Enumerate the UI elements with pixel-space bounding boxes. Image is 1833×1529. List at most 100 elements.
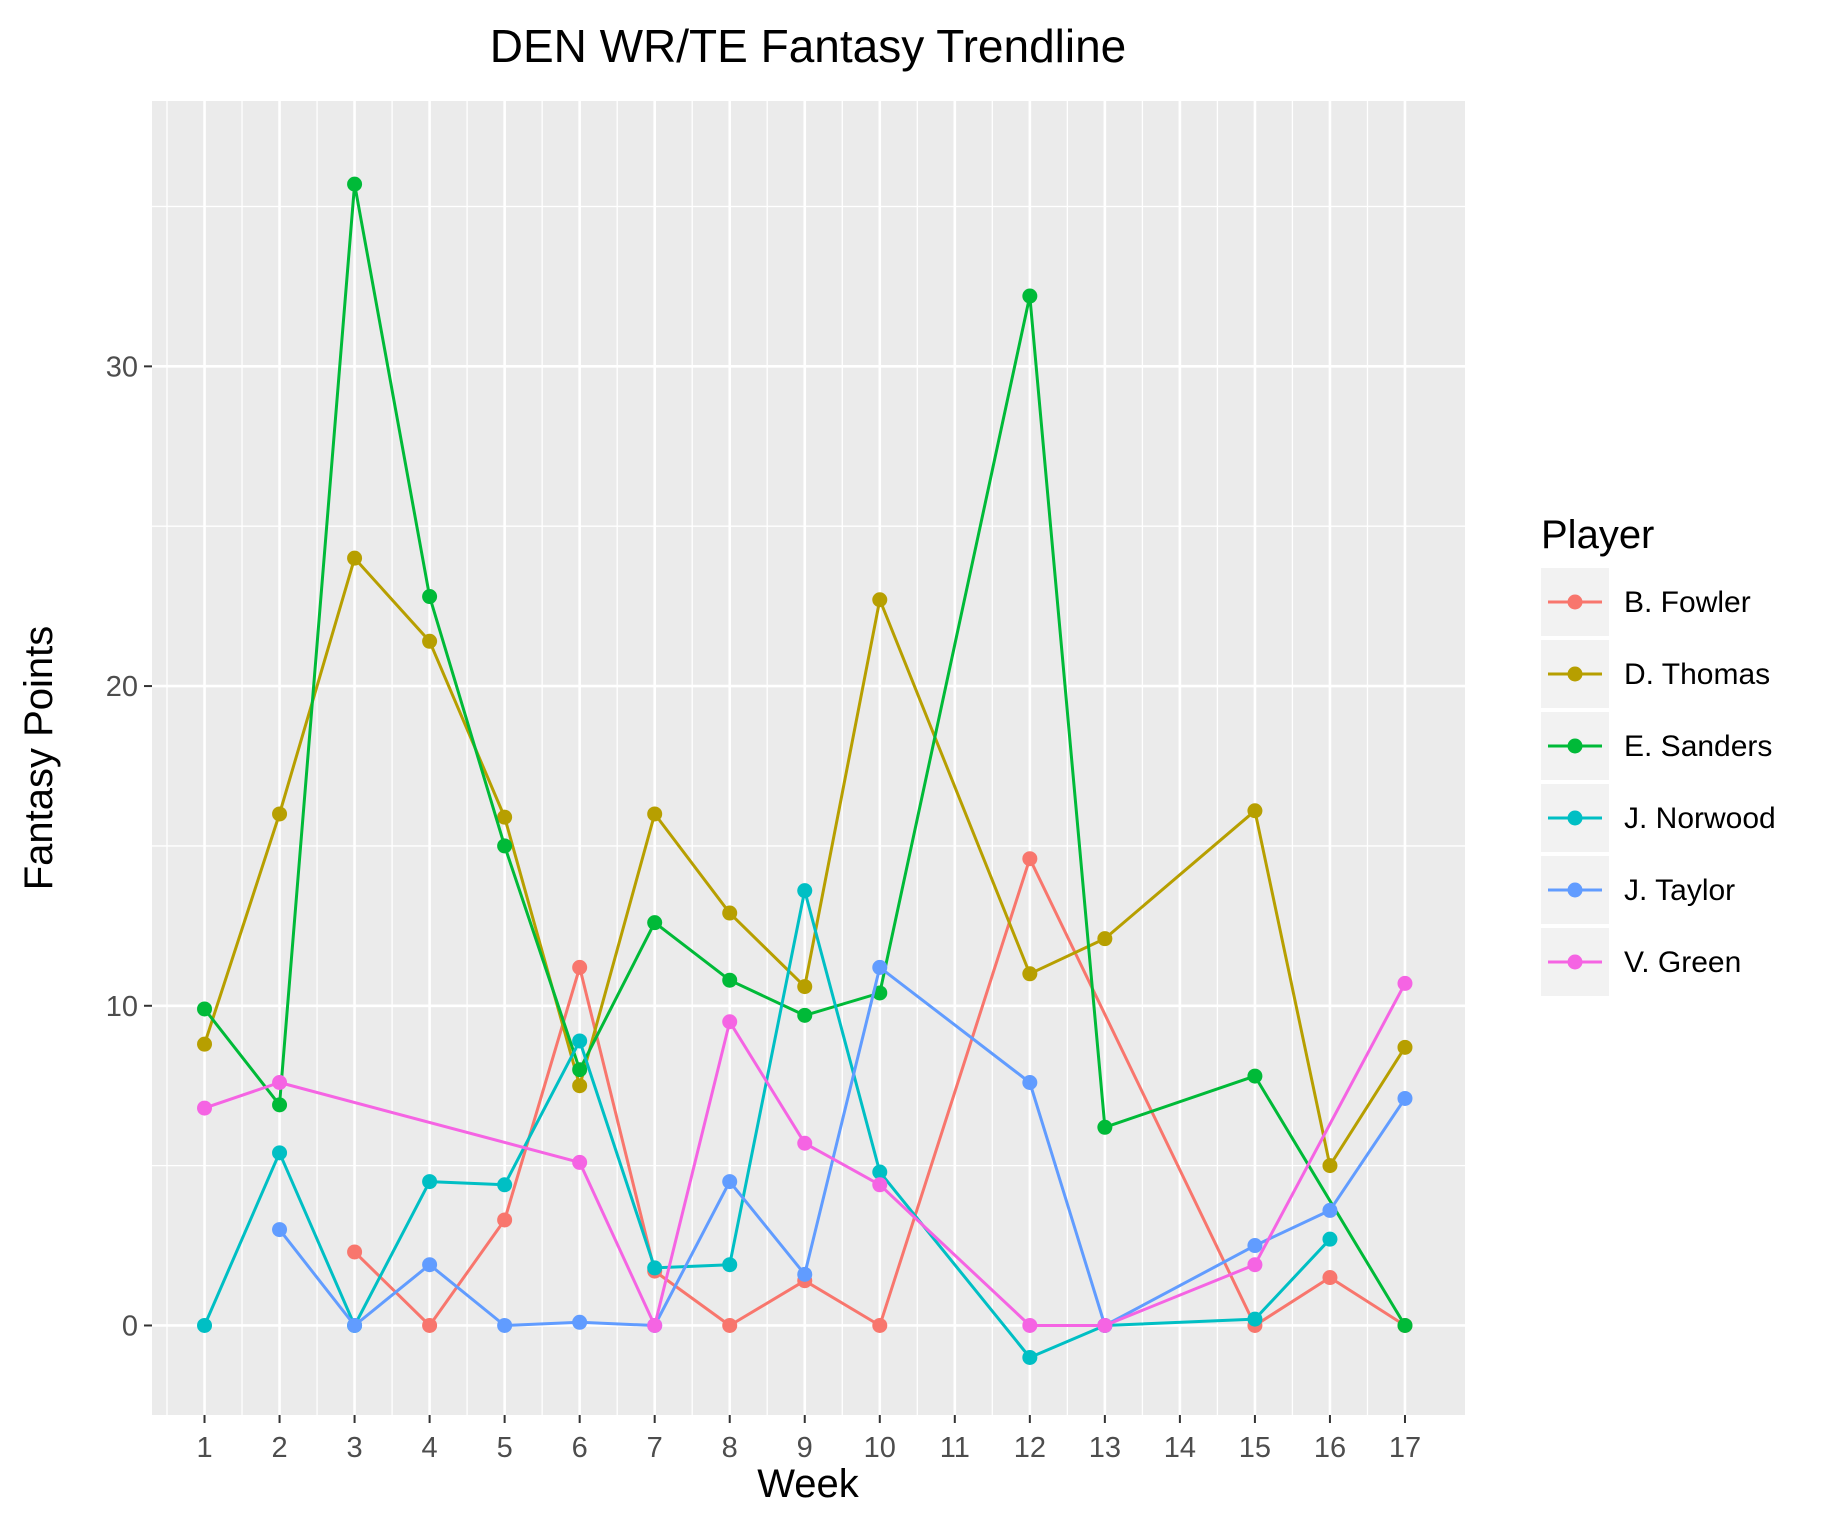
data-point-v-green <box>647 1317 663 1333</box>
x-tick-label: 2 <box>271 1432 287 1464</box>
data-point-j-taylor <box>1247 1238 1263 1254</box>
data-point-e-sanders <box>1097 1119 1113 1135</box>
y-axis: 0 10 20 30 <box>106 351 152 1342</box>
data-point-e-sanders <box>572 1062 588 1078</box>
legend-label: V. Green <box>1624 946 1741 979</box>
x-tick-label: 16 <box>1314 1432 1346 1464</box>
legend-key-point <box>1567 666 1583 682</box>
data-point-b-fowler <box>422 1317 438 1333</box>
data-point-d-thomas <box>1397 1039 1413 1055</box>
data-point-v-green <box>1022 1317 1038 1333</box>
data-point-v-green <box>197 1100 213 1116</box>
data-point-j-norwood <box>1247 1311 1263 1327</box>
data-point-v-green <box>572 1154 588 1170</box>
data-point-j-taylor <box>722 1174 738 1190</box>
data-point-e-sanders <box>1397 1317 1413 1333</box>
series-line-b-fowler <box>353 857 1406 1327</box>
data-point-j-taylor <box>797 1266 813 1282</box>
data-point-j-norwood <box>1022 1349 1038 1365</box>
y-tick-label: 30 <box>106 351 138 383</box>
y-axis-title: Fantasy Points <box>17 626 61 891</box>
legend-item-j-taylor: J. Taylor <box>1541 856 1735 924</box>
x-axis-title: Week <box>757 1462 860 1506</box>
x-tick-label: 8 <box>722 1432 738 1464</box>
y-tick-label: 20 <box>106 671 138 703</box>
legend-label: D. Thomas <box>1624 658 1770 691</box>
data-point-e-sanders <box>422 589 438 605</box>
series-e-sanders <box>197 176 1413 1333</box>
x-tick-label: 11 <box>940 1432 970 1464</box>
x-tick-label: 14 <box>1164 1432 1196 1464</box>
data-point-d-thomas <box>422 633 438 649</box>
x-tick-label: 3 <box>347 1432 363 1464</box>
data-point-j-norwood <box>422 1174 438 1190</box>
x-tick-label: 4 <box>422 1432 438 1464</box>
legend-title: Player <box>1541 513 1654 557</box>
plot-panel <box>152 101 1465 1415</box>
y-tick-label: 0 <box>122 1310 138 1342</box>
legend-label: E. Sanders <box>1624 730 1772 763</box>
series-layer <box>197 176 1413 1365</box>
data-point-d-thomas <box>1022 966 1038 982</box>
data-point-j-taylor <box>572 1314 588 1330</box>
x-tick-label: 6 <box>572 1432 588 1464</box>
data-point-b-fowler <box>1022 851 1038 867</box>
legend-item-b-fowler: B. Fowler <box>1541 568 1751 636</box>
legend-key-point <box>1567 594 1583 610</box>
legend-item-v-green: V. Green <box>1541 928 1741 996</box>
data-point-j-norwood <box>1322 1231 1338 1247</box>
legend-label: J. Taylor <box>1624 874 1735 907</box>
data-point-e-sanders <box>347 176 363 192</box>
series-line-j-norwood <box>203 889 1331 1359</box>
data-point-e-sanders <box>722 972 738 988</box>
x-tick-label: 5 <box>497 1432 513 1464</box>
data-point-e-sanders <box>872 985 888 1001</box>
data-point-v-green <box>1247 1257 1263 1273</box>
data-point-d-thomas <box>797 979 813 995</box>
y-tick-label: 10 <box>106 991 138 1023</box>
data-point-d-thomas <box>272 806 288 822</box>
series-d-thomas <box>197 550 1413 1174</box>
data-point-e-sanders <box>647 915 663 931</box>
data-point-d-thomas <box>1322 1158 1338 1174</box>
x-tick-label: 17 <box>1389 1432 1421 1464</box>
data-point-j-norwood <box>647 1260 663 1276</box>
x-tick-label: 15 <box>1239 1432 1271 1464</box>
data-point-d-thomas <box>722 905 738 921</box>
data-point-j-taylor <box>872 959 888 975</box>
data-point-j-taylor <box>497 1317 513 1333</box>
series-line-e-sanders <box>203 182 1407 1327</box>
x-tick-label: 9 <box>797 1432 813 1464</box>
data-point-e-sanders <box>1247 1068 1263 1084</box>
data-point-e-sanders <box>1022 288 1038 304</box>
major-gridlines <box>152 101 1465 1415</box>
data-point-v-green <box>1097 1317 1113 1333</box>
data-point-v-green <box>797 1135 813 1151</box>
data-point-d-thomas <box>647 806 663 822</box>
data-point-j-norwood <box>872 1164 888 1180</box>
data-point-d-thomas <box>1247 803 1263 819</box>
data-point-j-norwood <box>797 883 813 899</box>
data-point-b-fowler <box>572 959 588 975</box>
x-tick-label: 1 <box>196 1432 212 1464</box>
data-point-j-norwood <box>722 1257 738 1273</box>
data-point-j-taylor <box>272 1222 288 1238</box>
minor-gridlines <box>152 101 1465 1415</box>
data-point-d-thomas <box>1097 931 1113 947</box>
data-point-d-thomas <box>872 592 888 608</box>
data-point-d-thomas <box>197 1036 213 1052</box>
data-point-b-fowler <box>872 1317 888 1333</box>
legend: Player B. Fowler D. Thomas E. Sanders J. No… <box>1541 513 1776 996</box>
data-point-d-thomas <box>497 809 513 825</box>
data-point-d-thomas <box>347 550 363 566</box>
data-point-e-sanders <box>797 1007 813 1023</box>
data-point-b-fowler <box>347 1244 363 1260</box>
x-tick-label: 12 <box>1014 1432 1046 1464</box>
data-point-j-norwood <box>272 1145 288 1161</box>
x-axis: 1 2 3 4 5 6 7 8 9 10 11 12 13 14 15 16 17 <box>196 1415 1421 1464</box>
data-point-d-thomas <box>572 1078 588 1094</box>
data-point-b-fowler <box>1322 1270 1338 1286</box>
x-tick-label: 10 <box>864 1432 896 1464</box>
data-point-v-green <box>722 1014 738 1030</box>
